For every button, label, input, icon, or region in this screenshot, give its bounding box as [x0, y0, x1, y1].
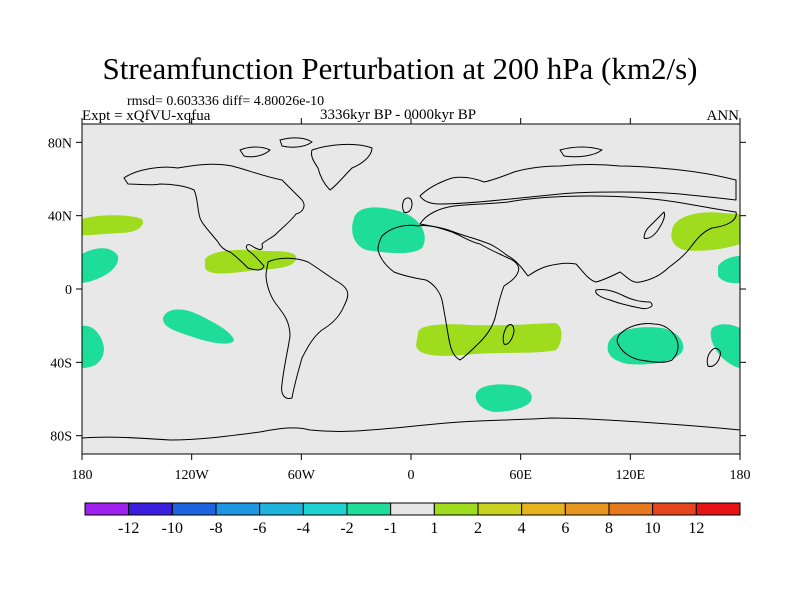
coastline-greenland: [311, 143, 373, 191]
colorbar-swatch: [652, 502, 697, 516]
lat-tick-label: 0: [65, 283, 72, 298]
colorbar-label: -2: [340, 520, 353, 537]
colorbar-label: -1: [384, 520, 397, 537]
coastline-australia: [616, 323, 679, 363]
colorbar-label: -12: [118, 520, 139, 537]
anomaly-swpac-negative: [710, 324, 740, 368]
season-label: ANN: [706, 108, 740, 124]
anomaly-natl-negative: [352, 207, 425, 254]
colorbar-swatch: [215, 502, 261, 516]
anomaly-npac-positive: [82, 215, 144, 236]
anomaly-caribbean-positive: [205, 249, 297, 274]
lon-tick-label: 60W: [288, 468, 316, 483]
lat-tick-label: 80S: [50, 430, 72, 445]
colorbar-swatch: [564, 502, 610, 516]
coastline-new-zealand: [706, 347, 721, 367]
lat-tick-label: 80N: [48, 136, 72, 151]
longitude-axis: 180 120W 60W 0 60E 120E 180: [72, 118, 751, 483]
coastline-africa-eurasia: [377, 195, 737, 361]
lon-tick-label: 180: [72, 468, 93, 483]
latitude-axis: 80N 40N 0 40S 80S: [48, 136, 746, 445]
world-map: [81, 123, 741, 455]
experiment-label: Expt = xQfVU-xqfua: [82, 108, 211, 124]
colorbar-swatch: [302, 502, 348, 516]
coastline-indonesia: [595, 289, 653, 309]
colorbar-label: -6: [253, 520, 266, 537]
colorbar-label: 12: [688, 520, 704, 537]
map-background: [82, 124, 740, 454]
anomaly-sepac-negative: [162, 309, 234, 344]
colorbar-label: -8: [209, 520, 222, 537]
colorbar-swatch: [608, 502, 654, 516]
lon-tick-label: 120W: [175, 468, 210, 483]
lat-tick-label: 40N: [48, 210, 72, 225]
anomaly-wpac-negative: [718, 256, 740, 284]
rmsd-diff-stats: rmsd= 0.603336 diff= 4.80026e-10: [127, 94, 325, 109]
lon-tick-label: 120E: [616, 468, 646, 483]
coastline-japan: [643, 211, 665, 239]
anomaly-epac-negative: [82, 248, 119, 283]
colorbar-swatch: [259, 502, 304, 516]
colorbar-label: 1: [430, 520, 438, 537]
coastline-south-america: [265, 257, 349, 399]
colorbar-label: -10: [162, 520, 183, 537]
colorbar: -12 -10 -8 -6 -4 -2 -1 1 2 4 6 8 10 12: [84, 502, 741, 537]
colorbar-swatch: [171, 502, 217, 516]
coastline-uk: [402, 197, 413, 213]
chart-title: Streamfunction Perturbation at 200 hPa (…: [102, 51, 698, 86]
colorbar-swatch: [390, 502, 435, 516]
colorbar-swatch: [128, 502, 173, 516]
colorbar-swatch: [346, 502, 392, 516]
colorbar-label: 2: [474, 520, 482, 537]
coastline-madagascar: [502, 324, 515, 345]
colorbar-swatch: [521, 502, 566, 516]
lon-tick-label: 0: [408, 468, 415, 483]
colorbar-label: -4: [297, 520, 310, 537]
anomaly-satl-indian-positive: [416, 323, 562, 356]
coastline-north-america: [123, 163, 305, 271]
anomaly-australia-negative: [607, 327, 684, 365]
colorbar-swatch: [433, 502, 479, 516]
coastline-arctic-islands: [239, 137, 603, 158]
colorbar-swatch: [477, 502, 523, 516]
lat-tick-label: 40S: [50, 356, 72, 371]
coastlines: [81, 137, 741, 441]
anomaly-spac-negative: [82, 325, 104, 368]
colorbar-label: 10: [645, 520, 661, 537]
coastline-europe-north: [419, 164, 737, 205]
coastline-antarctica: [81, 417, 741, 441]
colorbar-swatch: [695, 502, 741, 516]
lon-tick-label: 60E: [509, 468, 532, 483]
anomaly-southern-ocean-negative: [475, 384, 532, 412]
lon-tick-label: 180: [730, 468, 751, 483]
colorbar-swatch: [84, 502, 130, 516]
colorbar-label: 4: [518, 520, 526, 537]
period-label: 3336kyr BP - 0000kyr BP: [320, 107, 477, 123]
anomaly-fills: [82, 207, 740, 412]
colorbar-label: 8: [605, 520, 613, 537]
colorbar-label: 6: [561, 520, 569, 537]
